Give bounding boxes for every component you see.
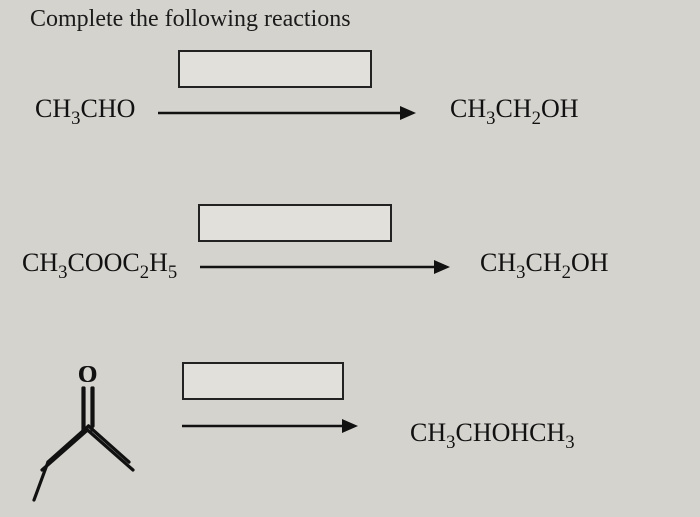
reaction-1-product: CH3CH2OH	[450, 94, 579, 129]
reaction-1-arrow	[158, 103, 416, 123]
reaction-3-reagent-blank[interactable]	[182, 362, 344, 400]
reaction-1-reactant: CH3CHO	[35, 94, 135, 129]
reaction-2-product: CH3CH2OH	[480, 248, 609, 283]
reaction-3-product: CH3CHOHCH3	[410, 418, 575, 453]
reaction-1-reagent-blank[interactable]	[178, 50, 372, 88]
reaction-3-arrow	[182, 416, 358, 436]
reaction-2-reactant: CH3COOC2H5	[22, 248, 177, 283]
prompt-text: Complete the following reactions	[30, 6, 351, 33]
svg-text:O: O	[78, 362, 95, 388]
reaction-2-arrow	[200, 257, 450, 277]
acetone-structure: O	[30, 360, 150, 510]
worksheet-page: Complete the following reactions CH3CHO …	[0, 0, 700, 517]
reaction-2-reagent-blank[interactable]	[198, 204, 392, 242]
